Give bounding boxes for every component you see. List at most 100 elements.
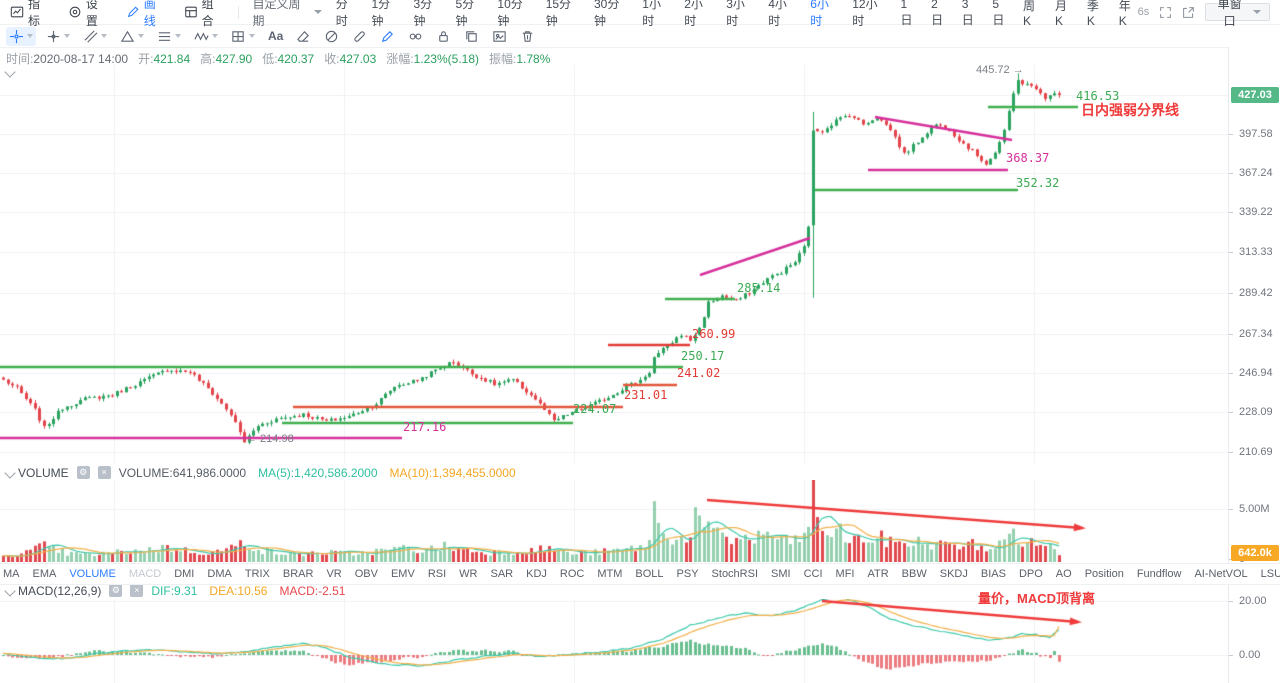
tab-ma[interactable]: MA <box>3 568 20 580</box>
main-chart-canvas[interactable] <box>0 65 1228 463</box>
fullscreen-icon[interactable] <box>1159 6 1172 19</box>
timeframe-季K[interactable]: 季K <box>1086 0 1099 28</box>
tab-vr[interactable]: VR <box>326 568 342 580</box>
volume-pane-collapse-chevron[interactable] <box>4 467 16 479</box>
timeframe-分时[interactable]: 分时 <box>335 0 348 28</box>
timeframe-10分钟[interactable]: 10分钟 <box>497 0 523 28</box>
tab-sar[interactable]: SAR <box>490 568 514 580</box>
timeframe-2小时[interactable]: 2小时 <box>684 0 703 28</box>
close-value: 427.03 <box>339 52 377 66</box>
drawing-toolbar: Aa <box>0 25 1280 48</box>
hide-drawings-tool[interactable] <box>321 27 342 46</box>
volume-close-icon[interactable]: × <box>97 466 111 479</box>
price-axis[interactable]: 397.58 367.24 339.22 313.33 289.42 267.34 246.… <box>1228 47 1280 683</box>
timeframe-12小时[interactable]: 12小时 <box>852 0 878 28</box>
tab-roc[interactable]: ROC <box>559 568 585 580</box>
window-mode-button[interactable]: 单窗口 <box>1205 0 1271 28</box>
shape-tool[interactable] <box>117 27 147 46</box>
eraser-tool[interactable] <box>293 27 314 46</box>
tab-cci[interactable]: CCI <box>803 568 823 580</box>
tab-trix[interactable]: TRIX <box>244 568 270 580</box>
timeframe-周K[interactable]: 周K <box>1023 0 1036 28</box>
timeframe-月K[interactable]: 月K <box>1054 0 1067 28</box>
tab-kdj[interactable]: KDJ <box>526 568 547 580</box>
menu-draw-line[interactable]: 画线 <box>126 0 166 29</box>
menu-portfolio[interactable]: 组合 <box>184 0 224 29</box>
timeframe-6小时[interactable]: 6小时 <box>810 0 829 28</box>
timeframe-年K[interactable]: 年K <box>1118 0 1131 28</box>
macd-chart-canvas[interactable] <box>0 599 1228 683</box>
tab-psy[interactable]: PSY <box>676 568 699 580</box>
copy-tool[interactable] <box>461 27 482 46</box>
tab-atr[interactable]: ATR <box>867 568 889 580</box>
tab-bbw[interactable]: BBW <box>901 568 927 580</box>
tab-bias[interactable]: BIAS <box>980 568 1006 580</box>
tab-stochrsi[interactable]: StochRSI <box>711 568 759 580</box>
tab-lsur[interactable]: LSUR <box>1260 568 1280 580</box>
custom-period-dropdown[interactable]: 自定义周期 <box>253 0 322 29</box>
tab-smi[interactable]: SMI <box>771 568 791 580</box>
tab-dma[interactable]: DMA <box>207 568 232 580</box>
pencil-tool[interactable] <box>377 27 398 46</box>
timeframe-1日[interactable]: 1日 <box>900 0 913 27</box>
tab-ao[interactable]: AO <box>1055 568 1072 580</box>
tab-wr[interactable]: WR <box>459 568 478 580</box>
tab-dmi[interactable]: DMI <box>174 568 195 580</box>
timeframe-15分钟[interactable]: 15分钟 <box>545 0 572 28</box>
tab-volume[interactable]: VOLUME <box>69 568 116 580</box>
timeframe-2日[interactable]: 2日 <box>931 0 944 27</box>
low-label: 低: <box>262 52 278 66</box>
delete-tool[interactable] <box>517 27 538 46</box>
tab-skdj[interactable]: SKDJ <box>939 568 968 580</box>
volume-settings-icon[interactable]: ⚙ <box>76 466 90 479</box>
main-menus: 指标 设置 画线 组合 <box>0 0 224 29</box>
volume-chart-canvas[interactable] <box>0 480 1228 562</box>
band-tool[interactable] <box>349 27 370 46</box>
timeframe-3日[interactable]: 3日 <box>961 0 974 27</box>
lock-tool-icon <box>436 29 451 44</box>
band-tool-icon <box>352 29 367 44</box>
tab-ema[interactable]: EMA <box>32 568 57 580</box>
timeframe-1小时[interactable]: 1小时 <box>642 0 661 28</box>
timeframe-5分钟[interactable]: 5分钟 <box>455 0 475 28</box>
volume-pane-header: VOLUME ⚙ × VOLUME:641,986.0000 MA(5):1,42… <box>0 464 1228 481</box>
menu-indicator[interactable]: 指标 <box>10 0 50 29</box>
axis-tick <box>1229 134 1233 135</box>
snapshot-tool[interactable] <box>489 27 510 46</box>
tab-obv[interactable]: OBV <box>354 568 378 580</box>
menu-settings[interactable]: 设置 <box>68 0 108 29</box>
timeframe-1分钟[interactable]: 1分钟 <box>371 0 391 28</box>
tab-dpo[interactable]: DPO <box>1018 568 1043 580</box>
volume-stat-1: MA(5):1,420,586.2000 <box>258 465 378 480</box>
trend-line-tool[interactable] <box>80 27 110 46</box>
tab-brar[interactable]: BRAR <box>282 568 314 580</box>
tab-position[interactable]: Position <box>1084 568 1124 580</box>
copy-tool-icon <box>464 29 479 44</box>
tab-mfi[interactable]: MFI <box>835 568 855 580</box>
tab-mtm[interactable]: MTM <box>597 568 623 580</box>
tab-macd[interactable]: MACD <box>128 568 162 580</box>
tab-rsi[interactable]: RSI <box>427 568 447 580</box>
crosshair-tool[interactable] <box>6 26 36 46</box>
timeframe-4小时[interactable]: 4小时 <box>768 0 787 28</box>
cross-line-tool[interactable] <box>43 27 73 46</box>
grid-tool[interactable] <box>228 27 258 46</box>
tab-boll[interactable]: BOLL <box>635 568 664 580</box>
tab-fundflow[interactable]: Fundflow <box>1136 568 1182 580</box>
tab-emv[interactable]: EMV <box>390 568 415 580</box>
tab-ai-netvol[interactable]: AI-NetVOL <box>1194 568 1248 580</box>
timeframe-3分钟[interactable]: 3分钟 <box>413 0 433 28</box>
lock-tool[interactable] <box>433 27 454 46</box>
timeframe-3小时[interactable]: 3小时 <box>726 0 745 28</box>
macd-close-icon[interactable]: × <box>130 584 144 597</box>
text-tool[interactable]: Aa <box>265 27 286 46</box>
timeframe-5日[interactable]: 5日 <box>992 0 1005 27</box>
timeframe-30分钟[interactable]: 30分钟 <box>593 0 620 28</box>
chevron-down-icon <box>175 34 181 38</box>
wave-tool[interactable] <box>191 27 221 46</box>
popout-window-icon[interactable] <box>1182 6 1195 19</box>
link-tool[interactable] <box>405 27 426 46</box>
parallel-lines-tool[interactable] <box>154 27 184 46</box>
macd-settings-icon[interactable]: ⚙ <box>109 584 123 597</box>
macd-pane-collapse-chevron[interactable] <box>4 585 16 597</box>
